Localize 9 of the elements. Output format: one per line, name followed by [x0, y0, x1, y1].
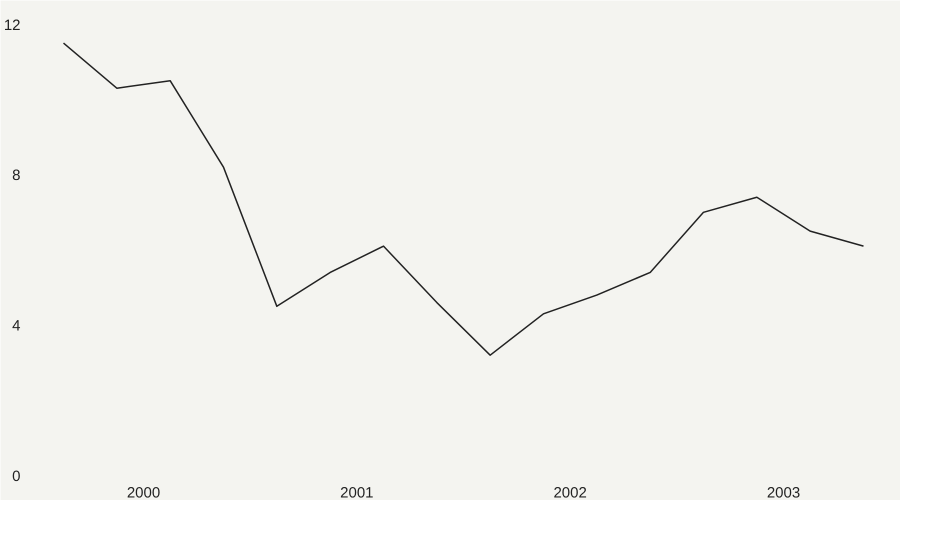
y-tick-label: 8 [12, 167, 20, 184]
x-tick-label: 2000 [126, 484, 160, 502]
line-series [62, 42, 864, 356]
y-tick-label: 12 [4, 16, 21, 34]
x-tick-label: 2001 [340, 484, 374, 502]
y-tick-label: 4 [12, 318, 20, 335]
y-tick-label: 0 [12, 468, 20, 485]
x-tick-label: 2002 [553, 484, 587, 502]
x-tick-label: 2003 [766, 484, 800, 502]
